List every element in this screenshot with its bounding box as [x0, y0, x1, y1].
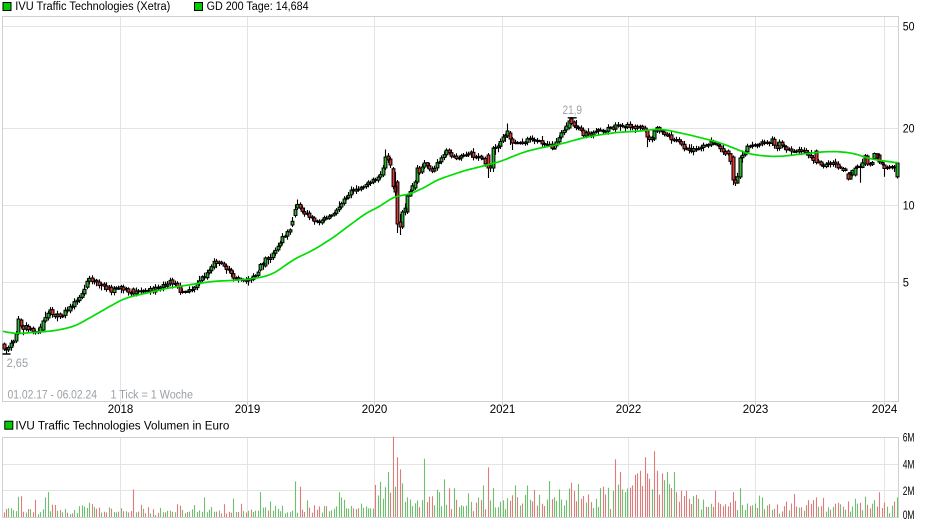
svg-text:50: 50 — [903, 22, 915, 34]
svg-text:6M: 6M — [903, 433, 915, 445]
svg-text:10: 10 — [903, 201, 915, 213]
svg-text:2021: 2021 — [490, 404, 516, 416]
svg-text:GD 200 Tage: 14,684: GD 200 Tage: 14,684 — [207, 1, 310, 13]
svg-text:4M: 4M — [903, 460, 915, 472]
svg-text:2023: 2023 — [743, 404, 769, 416]
svg-text:1 Tick = 1 Woche: 1 Tick = 1 Woche — [111, 390, 194, 402]
svg-text:IVU Traffic Technologies Volum: IVU Traffic Technologies Volumen in Euro — [15, 420, 229, 432]
svg-text:21,9: 21,9 — [563, 103, 583, 117]
svg-text:2,65: 2,65 — [7, 356, 29, 370]
svg-text:0M: 0M — [903, 510, 915, 522]
svg-text:20: 20 — [903, 124, 915, 136]
svg-text:5: 5 — [903, 278, 909, 290]
svg-text:IVU Traffic Technologies (Xetr: IVU Traffic Technologies (Xetra) — [15, 1, 170, 13]
svg-text:2020: 2020 — [362, 404, 388, 416]
svg-text:01.02.17 - 06.02.24: 01.02.17 - 06.02.24 — [8, 390, 98, 402]
svg-text:2018: 2018 — [108, 404, 134, 416]
svg-text:2019: 2019 — [235, 404, 261, 416]
svg-text:2022: 2022 — [616, 404, 642, 416]
svg-text:2024: 2024 — [872, 404, 898, 416]
svg-text:2M: 2M — [903, 486, 915, 498]
